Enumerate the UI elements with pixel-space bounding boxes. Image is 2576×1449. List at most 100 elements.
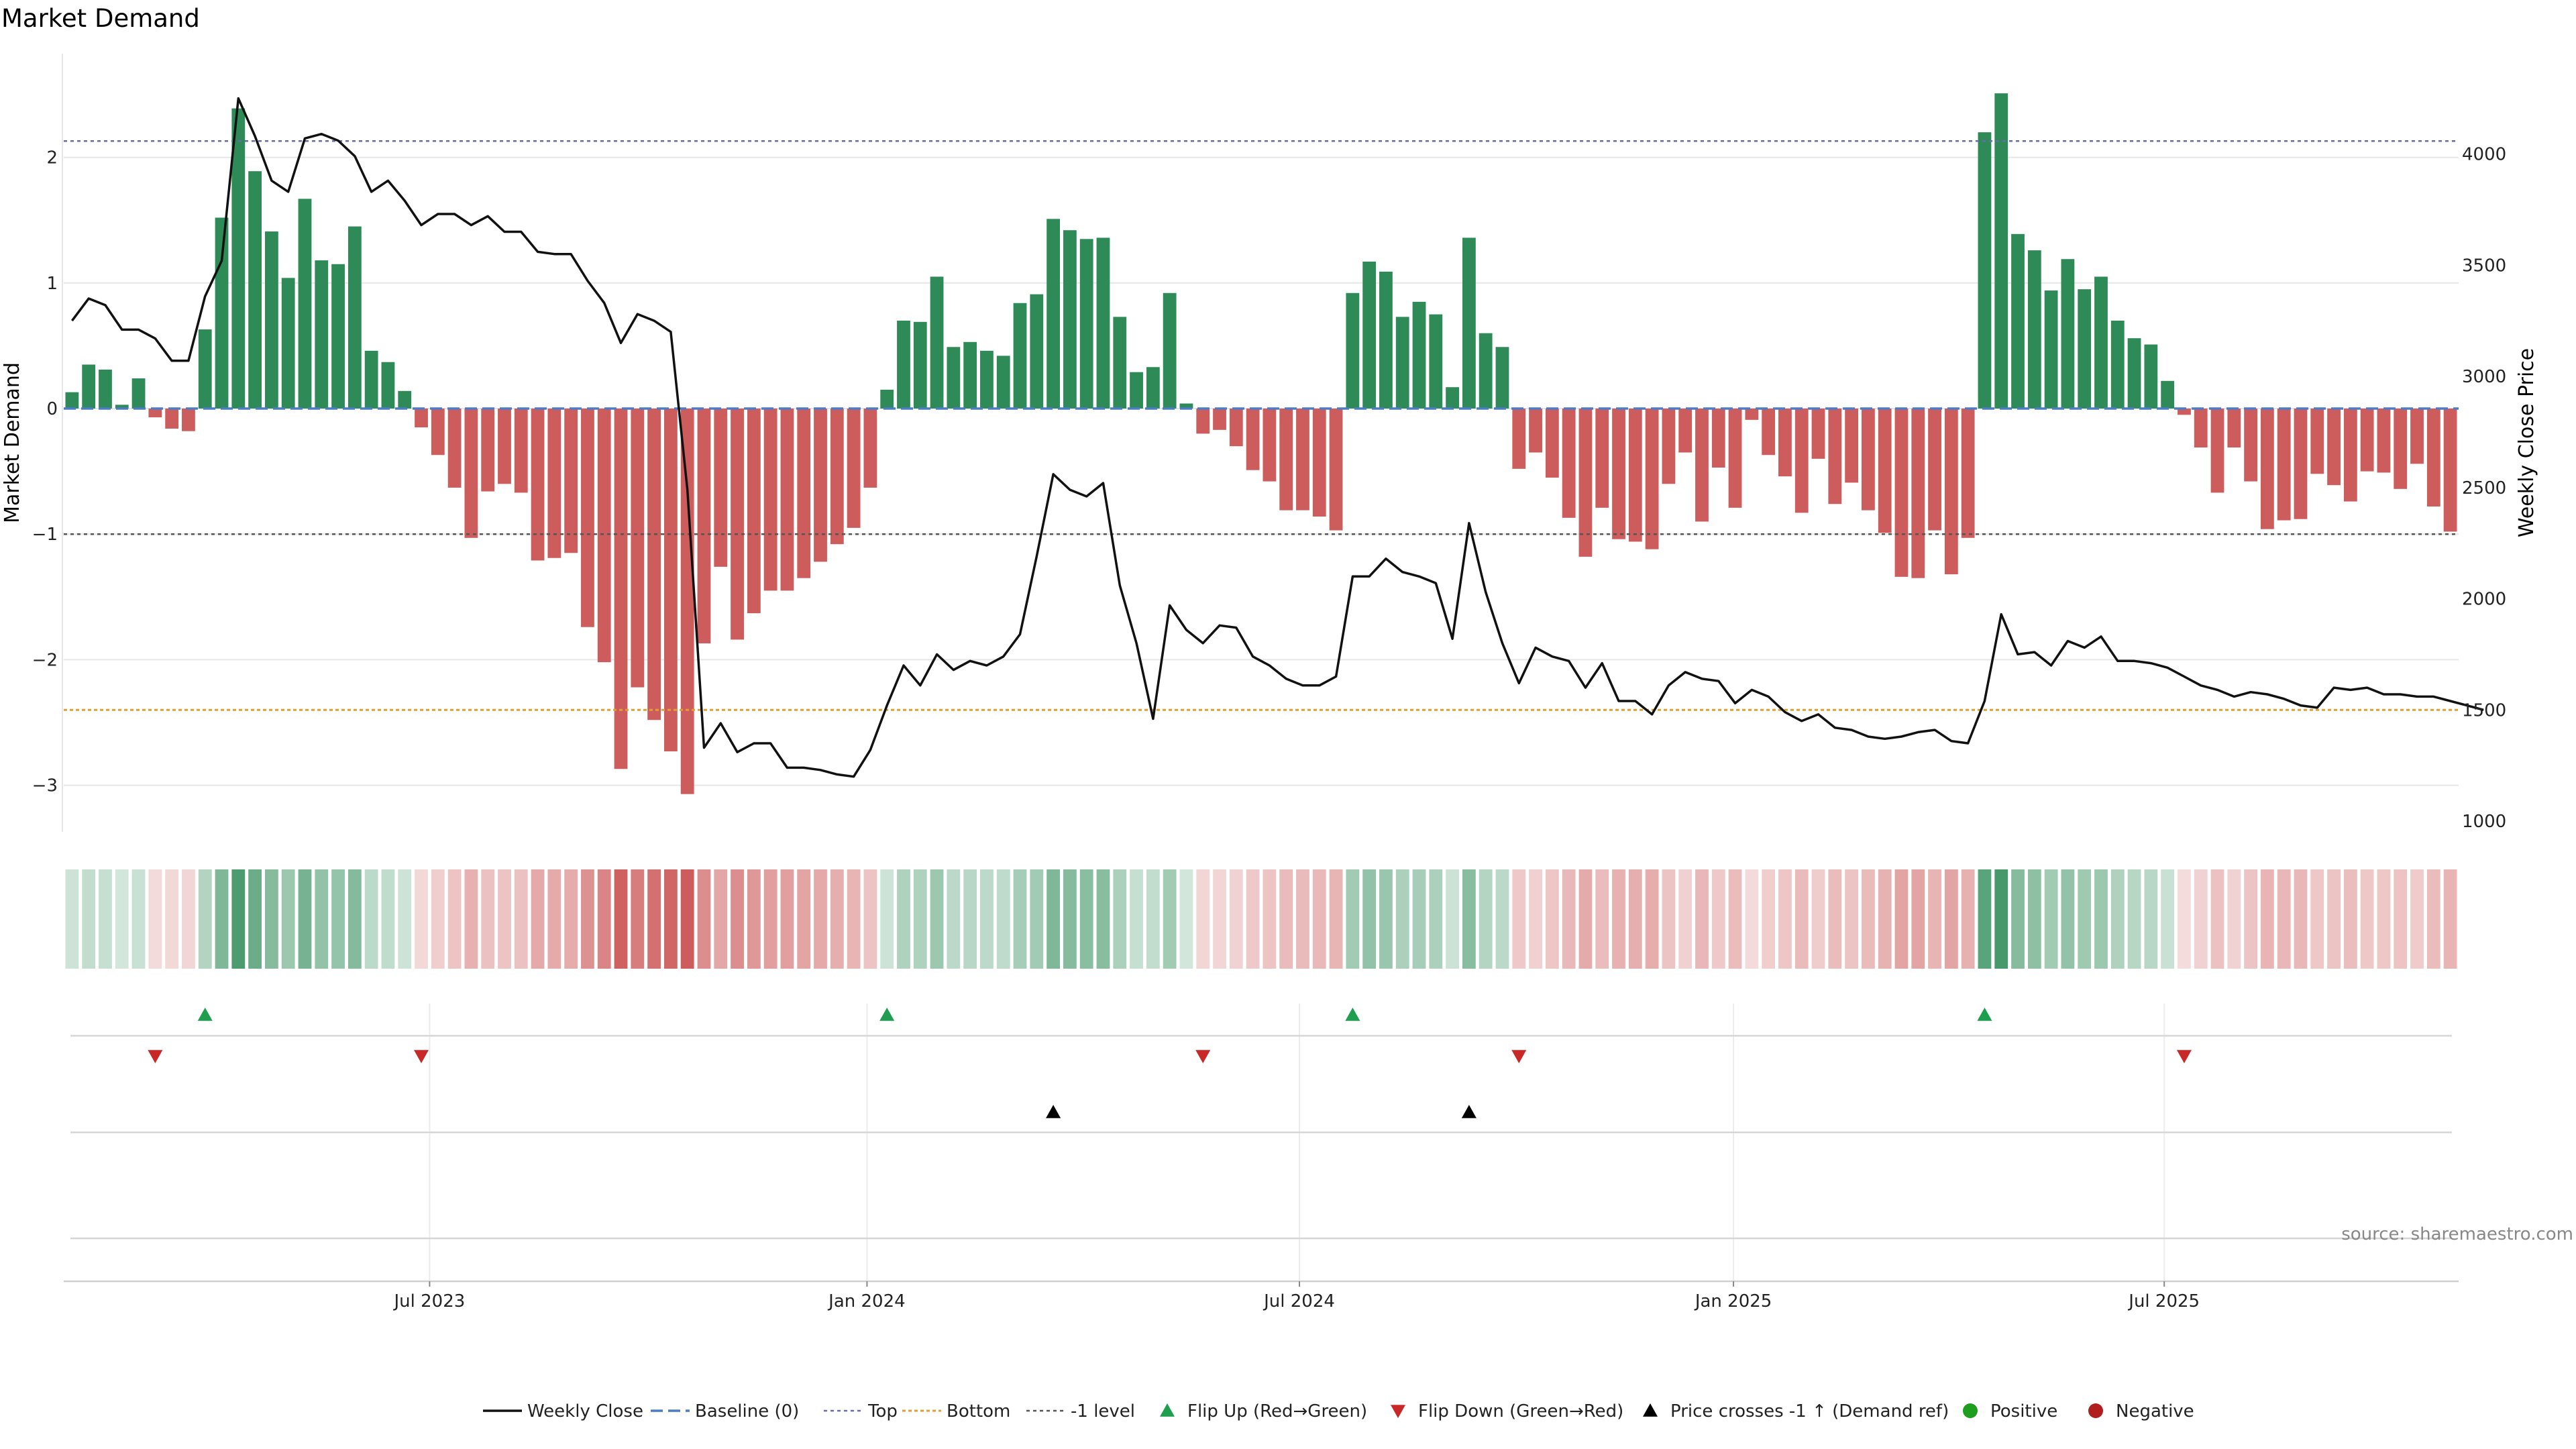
demand-bar <box>347 226 362 409</box>
demand-bar <box>1312 409 1326 517</box>
demand-bar <box>148 409 162 418</box>
heat-cell <box>2410 869 2424 969</box>
legend-label: -1 level <box>1071 1401 1135 1421</box>
demand-bar <box>2244 409 2257 482</box>
heat-cell <box>2194 869 2208 969</box>
demand-bar <box>680 409 694 794</box>
grid-lines <box>62 54 2459 832</box>
left-tick-label: 1 <box>46 274 58 294</box>
demand-bar <box>1994 93 2008 409</box>
heat-cell <box>2110 869 2125 969</box>
demand-bar <box>415 409 428 428</box>
demand-bar <box>1662 409 1676 484</box>
demand-bar <box>1612 409 1625 539</box>
demand-bar <box>2210 409 2224 493</box>
heat-cell <box>547 869 561 969</box>
demand-bar <box>65 392 79 409</box>
heat-cell <box>2426 869 2440 969</box>
heat-cell <box>364 869 378 969</box>
heat-cell <box>1994 869 2008 969</box>
heat-cell <box>464 869 478 969</box>
x-tick-label: Jul 2025 <box>2127 1291 2200 1311</box>
demand-bar <box>547 409 561 558</box>
demand-bar <box>1711 409 1725 468</box>
legend-item-weekly-close: Weekly Close <box>483 1401 643 1421</box>
demand-bar <box>1379 271 1393 409</box>
heat-cell <box>1944 869 1958 969</box>
heat-cell <box>1595 869 1609 969</box>
demand-bar <box>1678 409 1693 453</box>
left-tick-label: −2 <box>32 650 58 670</box>
price-cross-marker <box>1046 1105 1061 1118</box>
demand-bar <box>2360 409 2374 472</box>
demand-bar <box>880 389 894 409</box>
heat-cell <box>1978 869 1992 969</box>
demand-bar <box>597 409 611 663</box>
heat-cell <box>697 869 711 969</box>
x-tick-label: Jul 2024 <box>1263 1291 1335 1311</box>
demand-bar <box>1395 317 1409 409</box>
heat-cell <box>2127 869 2141 969</box>
demand-bar <box>1013 303 1027 409</box>
demand-bar <box>1296 409 1309 511</box>
heat-cell <box>1395 869 1409 969</box>
right-tick-label: 1000 <box>2462 812 2506 832</box>
demand-bar <box>2027 250 2041 409</box>
demand-bar <box>2327 409 2341 486</box>
demand-bar <box>1362 261 1377 409</box>
demand-bar <box>1346 292 1360 409</box>
heat-cell <box>2377 869 2391 969</box>
demand-bar <box>2094 276 2108 409</box>
heat-cell <box>2078 869 2092 969</box>
demand-bar <box>1845 409 1858 483</box>
heat-cell <box>1379 869 1393 969</box>
legend-label: Weekly Close <box>527 1401 643 1421</box>
legend-item-positive: Positive <box>1963 1401 2057 1421</box>
heat-cell <box>847 869 861 969</box>
heat-cell <box>614 869 628 969</box>
x-tick-label: Jul 2023 <box>393 1291 466 1311</box>
heat-cell <box>115 869 129 969</box>
right-tick-label: 3000 <box>2462 367 2506 387</box>
demand-bar <box>814 409 827 562</box>
demand-bar <box>2011 233 2025 409</box>
heat-cell <box>731 869 744 969</box>
heat-cell <box>1645 869 1659 969</box>
heat-cell <box>514 869 528 969</box>
heat-cell <box>1429 869 1443 969</box>
heat-cell <box>1845 869 1858 969</box>
demand-bar <box>863 409 877 488</box>
right-axis-ticks: 4000 3500 3000 2500 2000 1500 1000 <box>2462 145 2506 833</box>
heat-cell <box>1063 869 1077 969</box>
left-tick-label: −3 <box>32 776 58 796</box>
right-tick-label: 4000 <box>2462 145 2506 165</box>
legend: Weekly Close Baseline (0) Top Bottom -1 leve… <box>483 1401 2194 1421</box>
demand-bar <box>2061 259 2075 409</box>
demand-bar <box>2044 290 2058 409</box>
heat-cell <box>597 869 611 969</box>
demand-bar <box>780 409 794 591</box>
flip-up-marker <box>197 1008 213 1021</box>
demand-bar <box>1695 409 1709 522</box>
heat-cell <box>1346 869 1360 969</box>
heat-cell <box>564 869 578 969</box>
legend-item-minus1: -1 level <box>1026 1401 1135 1421</box>
heat-cell <box>2244 869 2257 969</box>
demand-bar <box>1412 301 1426 409</box>
reference-lines <box>64 140 2459 711</box>
heat-cell <box>1446 869 1459 969</box>
heat-cell <box>1146 869 1160 969</box>
demand-bar <box>1429 314 1443 409</box>
heat-cell <box>1079 869 1093 969</box>
demand-bar <box>1778 409 1792 477</box>
heat-cell <box>1628 869 1642 969</box>
legend-swatch-dot <box>2088 1403 2103 1418</box>
heat-cell <box>1894 869 1909 969</box>
demand-bar <box>664 409 678 752</box>
demand-bar <box>1911 409 1925 578</box>
legend-item-flip-up: Flip Up (Red→Green) <box>1160 1401 1367 1421</box>
demand-bar <box>1096 237 1110 409</box>
demand-bar <box>447 409 462 488</box>
demand-bar <box>331 264 345 409</box>
demand-bar <box>1030 294 1044 409</box>
